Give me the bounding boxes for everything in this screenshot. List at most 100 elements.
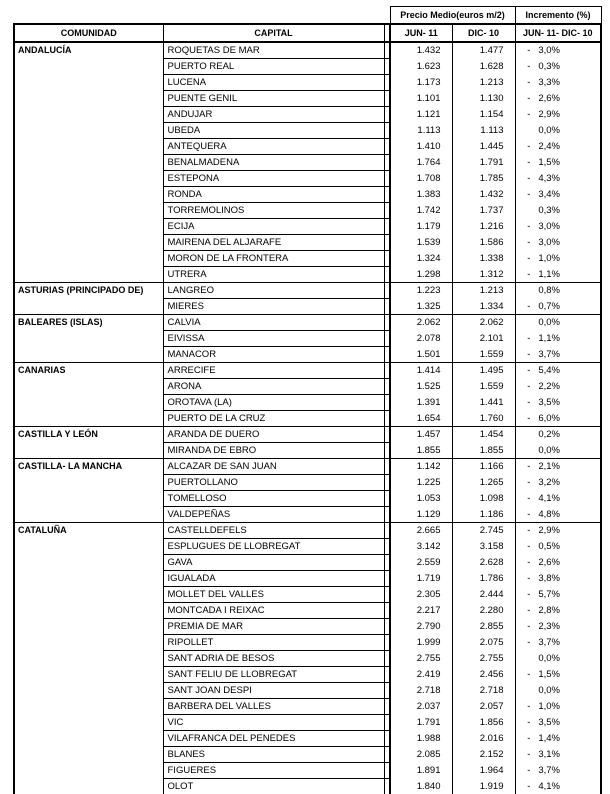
incremento-cell: - 3,4% xyxy=(515,186,602,203)
precio-jun-cell: 1.539 xyxy=(390,234,453,251)
capital-cell: UTRERA xyxy=(163,266,385,283)
capital-cell: FIGUERES xyxy=(163,762,385,779)
precio-dic-cell: 2.280 xyxy=(452,602,516,619)
precio-dic-cell: 2.057 xyxy=(452,698,516,715)
gap-cell xyxy=(384,682,391,699)
gap-cell xyxy=(384,186,391,203)
precio-dic-cell: 2.444 xyxy=(452,586,516,603)
precio-dic-cell: 1.785 xyxy=(452,170,516,187)
capital-cell: CASTELLDEFELS xyxy=(163,522,385,539)
table-row: SANT FELIU DE LLOBREGAT 2.419 2.456- 1,5% xyxy=(14,666,602,683)
precio-dic-cell: 1.312 xyxy=(452,266,516,283)
table-row: ESTEPONA 1.708 1.785- 4,3% xyxy=(14,170,602,187)
incremento-cell: - 3,7% xyxy=(515,762,602,779)
precio-jun-cell: 1.457 xyxy=(390,426,453,443)
comunidad-column-header: COMUNIDAD xyxy=(13,23,164,43)
precio-dic-cell: 2.456 xyxy=(452,666,516,683)
capital-cell: OROTAVA (LA) xyxy=(163,394,385,411)
table-row: SANT JOAN DESPI 2.718 2.718 0,0% xyxy=(14,682,602,699)
gap-cell xyxy=(384,586,391,603)
table-row: FIGUERES 1.891 1.964- 3,7% xyxy=(14,762,602,779)
gap-cell xyxy=(384,666,391,683)
precio-dic-cell: 1.113 xyxy=(452,122,516,139)
precio-dic-cell: 1.432 xyxy=(452,186,516,203)
table-row: RONDA 1.383 1.432- 3,4% xyxy=(14,186,602,203)
incremento-cell: 0,3% xyxy=(515,202,602,219)
price-table: Precio Medio(euros m/2) Incremento (%) C… xyxy=(13,6,602,794)
precio-dic-cell: 1.586 xyxy=(452,234,516,251)
precio-dic-cell: 1.495 xyxy=(452,362,516,379)
incremento-cell: - 3,2% xyxy=(515,474,602,491)
gap-cell xyxy=(384,618,391,635)
capital-cell: ANTEQUERA xyxy=(163,138,385,155)
table-row: BARBERA DEL VALLES 2.037 2.057- 1,0% xyxy=(14,698,602,715)
gap-cell xyxy=(384,314,391,331)
capital-cell: TORREMOLINOS xyxy=(163,202,385,219)
precio-dic-cell: 1.445 xyxy=(452,138,516,155)
table-row: UBEDA 1.113 1.113 0,0% xyxy=(14,122,602,139)
precio-jun-cell: 1.840 xyxy=(390,778,453,794)
precio-jun-cell: 2.078 xyxy=(390,330,453,347)
precio-dic-cell: 2.755 xyxy=(452,650,516,667)
capital-cell: CALVIA xyxy=(163,314,385,331)
precio-jun-cell: 2.755 xyxy=(390,650,453,667)
gap-cell xyxy=(384,330,391,347)
incremento-cell: - 0,7% xyxy=(515,298,602,315)
table-row: OROTAVA (LA) 1.391 1.441- 3,5% xyxy=(14,394,602,411)
capital-cell: ECIJA xyxy=(163,218,385,235)
precio-jun-cell: 2.217 xyxy=(390,602,453,619)
precio-jun-cell: 1.742 xyxy=(390,202,453,219)
incremento-cell: 0,0% xyxy=(515,314,602,331)
precio-dic-cell: 2.075 xyxy=(452,634,516,651)
incremento-cell: - 2,9% xyxy=(515,522,602,539)
table-row: MAIRENA DEL ALJARAFE 1.539 1.586- 3,0% xyxy=(14,234,602,251)
precio-jun-cell: 1.410 xyxy=(390,138,453,155)
table-row: SANT ADRIA DE BESOS 2.755 2.755 0,0% xyxy=(14,650,602,667)
precio-medio-group-header: Precio Medio(euros m/2) xyxy=(389,6,516,25)
capital-cell: VILAFRANCA DEL PENEDES xyxy=(163,730,385,747)
incremento-cell: - 5,7% xyxy=(515,586,602,603)
incremento-cell: 0,0% xyxy=(515,122,602,139)
table-row: MIRANDA DE EBRO 1.855 1.855 0,0% xyxy=(14,442,602,459)
capital-cell: RIPOLLET xyxy=(163,634,385,651)
table-row: ANTEQUERA 1.410 1.445- 2,4% xyxy=(14,138,602,155)
table-row: MOLLET DEL VALLES 2.305 2.444- 5,7% xyxy=(14,586,602,603)
precio-jun-cell: 1.719 xyxy=(390,570,453,587)
precio-jun-cell: 2.037 xyxy=(390,698,453,715)
capital-cell: VALDEPEÑAS xyxy=(163,506,385,523)
precio-dic-cell: 1.216 xyxy=(452,218,516,235)
incremento-cell: - 3,0% xyxy=(515,218,602,235)
gap-cell xyxy=(384,378,391,395)
incremento-group-header: Incremento (%) xyxy=(514,6,602,25)
precio-jun-cell: 2.559 xyxy=(390,554,453,571)
incremento-cell: - 3,5% xyxy=(515,394,602,411)
gap-cell xyxy=(384,634,391,651)
capital-cell: VIC xyxy=(163,714,385,731)
table-row: ARONA 1.525 1.559- 2,2% xyxy=(14,378,602,395)
capital-cell: MANACOR xyxy=(163,346,385,363)
precio-jun-cell: 1.225 xyxy=(390,474,453,491)
incremento-cell: - 2,3% xyxy=(515,618,602,635)
incremento-cell: 0,0% xyxy=(515,442,602,459)
capital-cell: LUCENA xyxy=(163,74,385,91)
capital-cell: RONDA xyxy=(163,186,385,203)
capital-cell: LANGREO xyxy=(163,282,385,299)
precio-dic-cell: 2.062 xyxy=(452,314,516,331)
capital-cell: OLOT xyxy=(163,778,385,794)
capital-cell: PUERTOLLANO xyxy=(163,474,385,491)
comunidad-cell: CASTILLA- LA MANCHA xyxy=(13,458,164,523)
table-row: EIVISSA 2.078 2.101- 1,1% xyxy=(14,330,602,347)
precio-jun-cell: 1.129 xyxy=(390,506,453,523)
capital-cell: MAIRENA DEL ALJARAFE xyxy=(163,234,385,251)
precio-jun-cell: 1.223 xyxy=(390,282,453,299)
gap-cell xyxy=(384,554,391,571)
table-row: ANDUJAR 1.121 1.154- 2,9% xyxy=(14,106,602,123)
gap-cell xyxy=(384,570,391,587)
gap-cell xyxy=(384,714,391,731)
precio-dic-cell: 1.737 xyxy=(452,202,516,219)
gap-cell xyxy=(384,490,391,507)
gap-cell xyxy=(384,90,391,107)
gap-cell xyxy=(384,522,391,539)
precio-dic-cell: 2.745 xyxy=(452,522,516,539)
